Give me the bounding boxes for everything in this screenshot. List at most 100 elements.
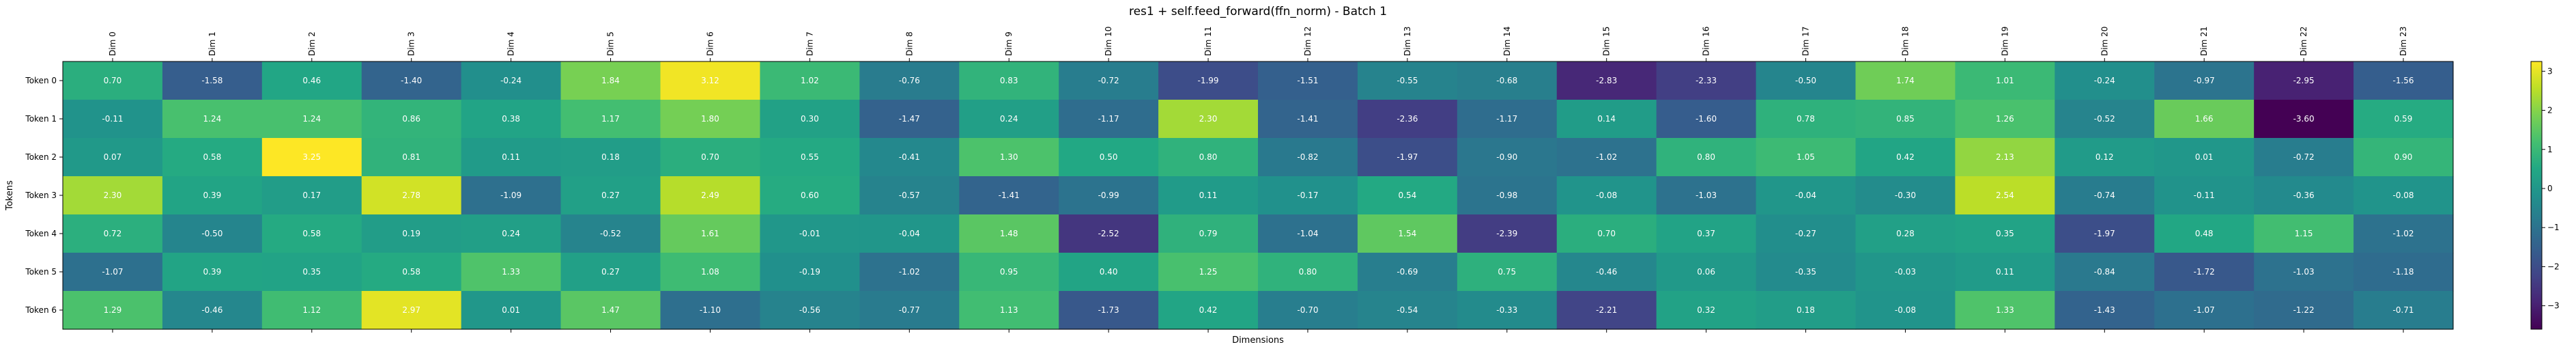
cell-value-label: -0.55: [1397, 76, 1418, 85]
heatmap-cell: [959, 138, 1059, 177]
cell-value-label: 2.30: [1199, 114, 1218, 124]
x-axis-label: Dimensions: [1232, 335, 1284, 346]
cell-value-label: 0.55: [801, 152, 819, 162]
x-tick-label: Dim 18: [1900, 27, 1910, 56]
heatmap-cell: [760, 138, 860, 177]
cell-value-label: -0.03: [1895, 267, 1916, 277]
heatmap-cell: [859, 291, 960, 330]
cell-value-label: -0.01: [799, 229, 820, 238]
heatmap-cell: [760, 291, 860, 330]
heatmap-cell: [2254, 138, 2354, 177]
heatmap-cell: [2353, 291, 2454, 330]
cell-value-label: 1.24: [302, 114, 321, 124]
y-axis: Token 0 Token 1 Token 2 Token 3 Token 4 Token…: [25, 76, 63, 315]
x-tick-label: Dim 15: [1602, 27, 1612, 56]
heatmap-cell: [1656, 100, 1757, 139]
cell-value-label: -1.43: [2094, 305, 2115, 315]
y-tick-label: Token 1: [25, 114, 57, 124]
cell-value-label: 0.60: [801, 191, 819, 200]
heatmap-cell: [2254, 176, 2354, 215]
colorbar-tick-label: 3: [2547, 66, 2553, 76]
cell-value-label: -0.74: [2094, 191, 2115, 200]
cell-value-label: -0.08: [2393, 191, 2414, 200]
cell-value-label: 0.80: [1299, 267, 1317, 277]
heatmap-cell: [63, 138, 163, 177]
heatmap-cell: [1158, 100, 1259, 139]
cell-value-label: 0.18: [601, 152, 620, 162]
cell-value-label: -0.46: [1596, 267, 1617, 277]
cell-value-label: 1.05: [1797, 152, 1815, 162]
cell-value-label: -1.97: [2094, 229, 2115, 238]
cell-value-label: 0.35: [302, 267, 321, 277]
x-tick-label: Dim 10: [1104, 27, 1113, 56]
heatmap-cell: [2055, 61, 2155, 100]
cell-value-label: 1.33: [502, 267, 520, 277]
cell-value-label: -0.27: [1795, 229, 1816, 238]
cell-value-label: -1.07: [2194, 305, 2215, 315]
cell-value-label: 0.80: [1199, 152, 1218, 162]
heatmap-cell: [162, 214, 263, 253]
cell-value-label: -0.97: [2194, 76, 2215, 85]
heatmap-cell: [1357, 61, 1458, 100]
x-tick-label: Dim 20: [2100, 27, 2109, 56]
cell-value-label: -0.54: [1397, 305, 1418, 315]
cell-value-label: -1.02: [899, 267, 920, 277]
heatmap-cell: [660, 138, 761, 177]
cell-value-label: -0.68: [1496, 76, 1517, 85]
cell-value-label: 0.28: [1896, 229, 1915, 238]
x-tick-label: Dim 1: [207, 31, 217, 56]
x-tick-label: Dim 14: [1502, 27, 1512, 56]
x-tick-label: Dim 16: [1702, 27, 1711, 56]
cell-value-label: 1.84: [601, 76, 620, 85]
cell-value-label: 0.11: [1199, 191, 1218, 200]
cell-value-label: 0.14: [1597, 114, 1616, 124]
heatmap-cell: [2154, 100, 2255, 139]
heatmap-cell: [2154, 214, 2255, 253]
heatmap-cell: [2254, 253, 2354, 292]
heatmap-cell: [1457, 61, 1558, 100]
heatmap-cell: [2154, 138, 2255, 177]
cell-value-label: 0.78: [1797, 114, 1815, 124]
heatmap-cell: [361, 138, 462, 177]
cell-value-label: 0.58: [302, 229, 321, 238]
cell-value-label: 1.13: [1000, 305, 1018, 315]
cell-value-label: 0.79: [1199, 229, 1218, 238]
heatmap-cell: [1059, 253, 1159, 292]
heatmap-cell: [560, 100, 661, 139]
heatmap-cell: [859, 100, 960, 139]
cell-value-label: 0.54: [1399, 191, 1417, 200]
heatmap-cell: [1158, 138, 1259, 177]
heatmap-cell: [1756, 176, 1857, 215]
heatmap-cell: [1258, 253, 1358, 292]
heatmap-cell: [361, 214, 462, 253]
heatmap-cell: [162, 138, 263, 177]
heatmap-cell: [859, 176, 960, 215]
colorbar-tick-label: 2: [2547, 106, 2553, 115]
heatmap-cell: [859, 214, 960, 253]
cell-value-label: 0.46: [302, 76, 321, 85]
heatmap-cell: [859, 61, 960, 100]
heatmap-cell: [1258, 61, 1358, 100]
heatmap-cell: [1059, 100, 1159, 139]
heatmap-cell: [2154, 253, 2255, 292]
cell-value-label: 1.54: [1399, 229, 1417, 238]
heatmap-cell: [1656, 176, 1757, 215]
cell-value-label: -1.97: [1397, 152, 1418, 162]
x-tick-label: Dim 6: [705, 31, 715, 56]
cell-value-label: 0.39: [203, 191, 222, 200]
heatmap-cell: [1656, 61, 1757, 100]
heatmap-cell: [959, 253, 1059, 292]
x-axis: Dim 0 Dim 1 Dim 2 Dim 3 Dim 4 Dim 5 Dim 6 Dim 7…: [108, 27, 2408, 333]
x-tick-label: Dim 4: [506, 31, 516, 56]
heatmap-cell: [1457, 176, 1558, 215]
heatmap-cell: [1158, 214, 1259, 253]
cell-value-label: -2.39: [1496, 229, 1517, 238]
heatmap-cell: [1059, 291, 1159, 330]
heatmap-cell: [1357, 291, 1458, 330]
cell-value-label: -0.72: [2293, 152, 2315, 162]
y-tick-label: Token 4: [25, 229, 57, 238]
heatmap-cell: [162, 61, 263, 100]
cell-value-label: 2.49: [701, 191, 719, 200]
x-tick-label: Dim 7: [805, 31, 814, 56]
x-tick-label: Dim 12: [1303, 27, 1313, 56]
